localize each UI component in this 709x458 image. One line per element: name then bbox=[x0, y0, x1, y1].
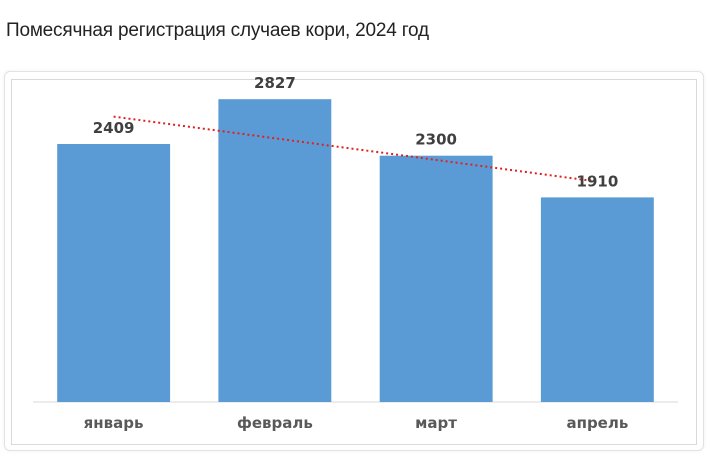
bar-март bbox=[379, 155, 493, 402]
x-tick-label: март bbox=[415, 414, 457, 432]
chart-frame bbox=[4, 71, 704, 451]
x-tick-label: февраль bbox=[237, 414, 313, 432]
bar-январь bbox=[57, 144, 171, 402]
x-tick-label: апрель bbox=[566, 414, 628, 432]
data-label: 2409 bbox=[93, 119, 135, 137]
bar-апрель bbox=[540, 197, 654, 402]
data-label: 2827 bbox=[254, 74, 296, 92]
data-label: 1910 bbox=[577, 172, 619, 190]
page-title: Помесячная регистрация случаев кори, 202… bbox=[6, 20, 429, 41]
trendline bbox=[113, 115, 598, 183]
bar-февраль bbox=[218, 99, 332, 402]
data-label: 2300 bbox=[415, 131, 457, 149]
x-tick-label: январь bbox=[84, 414, 144, 432]
